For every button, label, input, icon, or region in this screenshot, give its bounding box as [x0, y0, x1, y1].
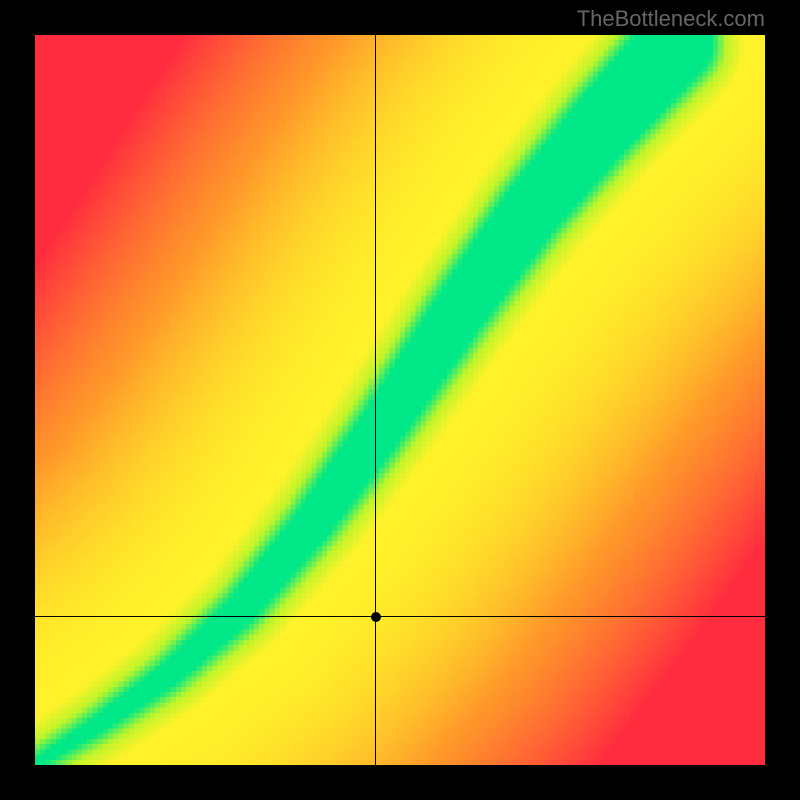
chart-container: TheBottleneck.com — [0, 0, 800, 800]
crosshair-horizontal-line — [35, 616, 765, 617]
crosshair-vertical-line — [375, 35, 376, 765]
crosshair-marker-dot — [371, 612, 381, 622]
watermark-text: TheBottleneck.com — [577, 6, 765, 32]
bottleneck-heatmap — [35, 35, 765, 765]
